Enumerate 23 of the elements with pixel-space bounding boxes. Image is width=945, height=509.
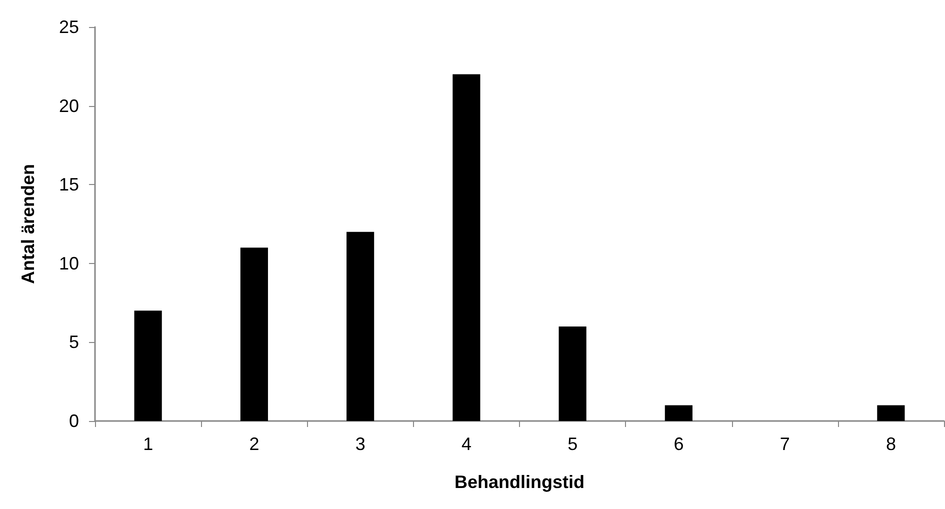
- x-tick-label: 4: [461, 434, 472, 454]
- x-tick-label: 8: [886, 434, 896, 454]
- bar: [877, 405, 905, 421]
- y-axis-title: Antal ärenden: [18, 164, 38, 284]
- x-tick-label: 7: [780, 434, 790, 454]
- y-tick-label: 5: [68, 332, 79, 352]
- x-axis-title: Behandlingstid: [454, 472, 584, 492]
- x-tick-label: 3: [355, 434, 366, 454]
- bar: [558, 326, 586, 421]
- y-tick-label: 20: [58, 96, 79, 116]
- y-tick-label: 25: [58, 17, 79, 37]
- y-tick-label: 15: [58, 174, 79, 195]
- bar: [240, 248, 268, 421]
- x-tick-label: 5: [568, 434, 578, 454]
- y-tick-label: 10: [58, 253, 79, 274]
- x-tick-label: 2: [249, 434, 260, 454]
- bar: [346, 232, 374, 421]
- x-tick-label: 6: [674, 434, 684, 454]
- bar: [452, 74, 480, 421]
- bar: [134, 310, 162, 421]
- bar: [664, 405, 692, 421]
- y-tick-label: 0: [68, 411, 79, 431]
- x-tick-label: 1: [143, 434, 154, 454]
